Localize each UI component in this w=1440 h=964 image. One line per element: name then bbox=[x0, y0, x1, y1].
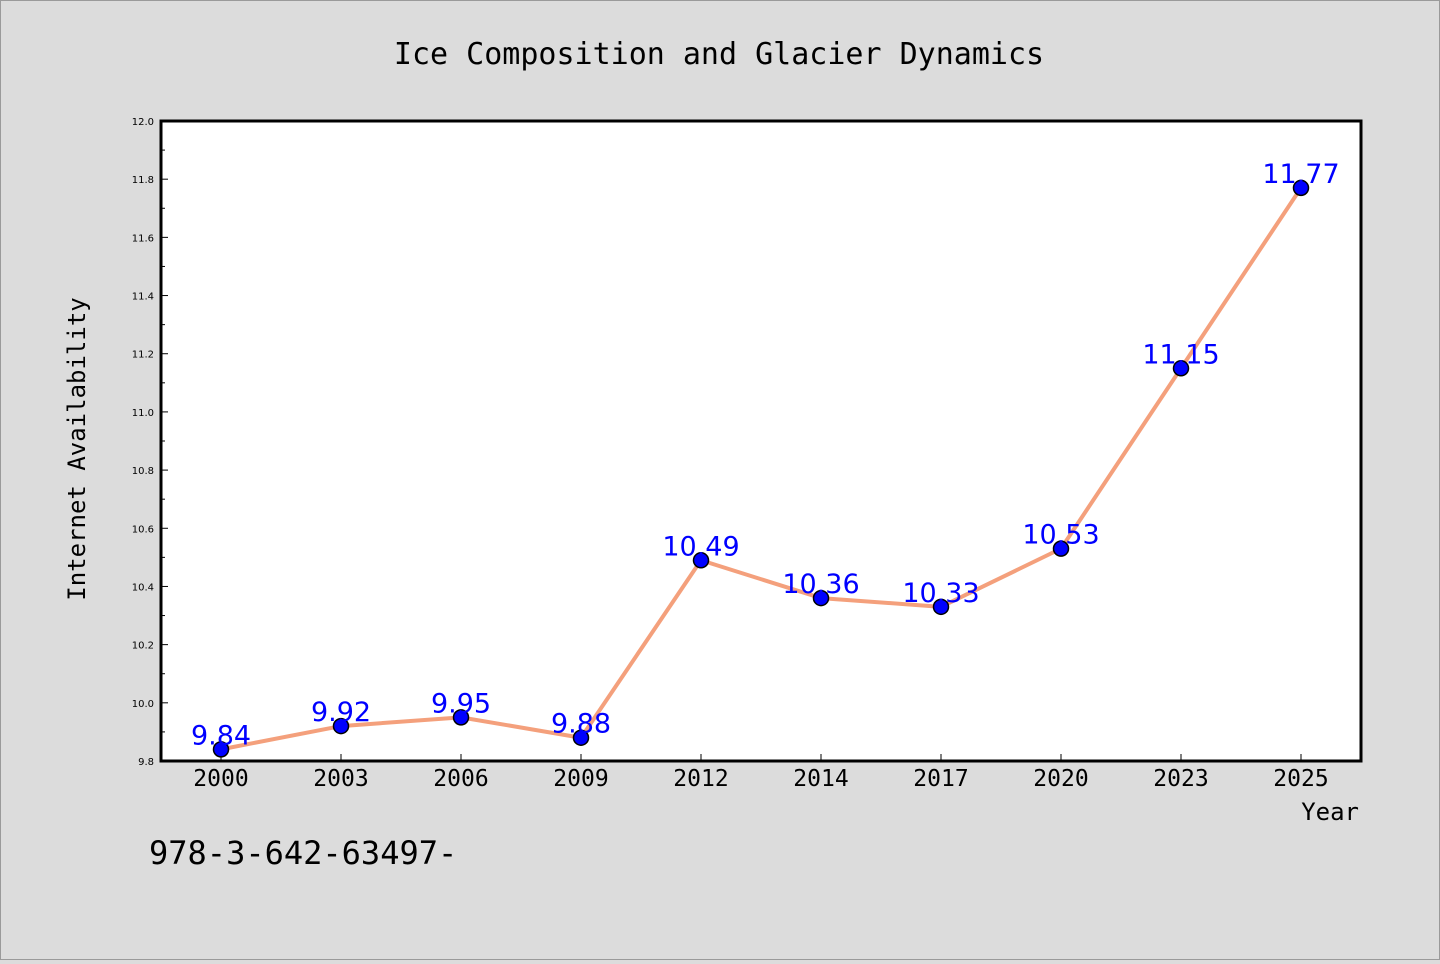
data-label: 10.33 bbox=[902, 578, 979, 609]
y-tick-label: 11.2 bbox=[132, 350, 154, 361]
data-label: 9.95 bbox=[431, 688, 491, 719]
y-tick-label: 10.2 bbox=[132, 641, 154, 652]
y-tick-label: 11.6 bbox=[132, 233, 154, 244]
x-tick-label: 2012 bbox=[673, 766, 728, 792]
series-line bbox=[219, 185, 1303, 752]
data-label: 10.53 bbox=[1022, 520, 1099, 551]
data-point-marker bbox=[1172, 360, 1190, 377]
x-tick-label: 2000 bbox=[193, 766, 248, 792]
x-tick-label: 2025 bbox=[1273, 766, 1328, 792]
y-tick-label: 11.8 bbox=[132, 175, 154, 186]
x-tick-label: 2020 bbox=[1033, 766, 1088, 792]
data-label: 11.77 bbox=[1262, 159, 1339, 190]
data-label: 9.84 bbox=[191, 720, 251, 751]
data-label: 10.36 bbox=[782, 569, 859, 600]
x-tick-label: 2017 bbox=[913, 766, 968, 792]
x-tick-label: 2009 bbox=[553, 766, 608, 792]
y-tick-label: 10.4 bbox=[132, 582, 154, 593]
data-point-marker bbox=[452, 709, 470, 726]
data-labels: 9.84 9.92 9.95 9.88 10.49 10.36 10.33 10.53 11.1… bbox=[191, 159, 1340, 751]
data-label: 9.92 bbox=[311, 697, 371, 728]
data-label: 11.15 bbox=[1142, 339, 1219, 370]
y-tick-label: 11.4 bbox=[132, 292, 154, 303]
data-point-marker bbox=[212, 741, 230, 758]
y-tick-label: 11.0 bbox=[132, 408, 154, 419]
x-tick-label: 2023 bbox=[1153, 766, 1208, 792]
chart-title: Ice Composition and Glacier Dynamics bbox=[394, 37, 1044, 72]
y-tick-label: 10.6 bbox=[132, 524, 154, 535]
x-tick-label: 2003 bbox=[313, 766, 368, 792]
footer-code: 978-3-642-63497- bbox=[149, 834, 457, 872]
y-axis-ticks: 9.8 10.0 10.2 10.4 10.6 10.8 11.0 11.2 11.4 11.6 1… bbox=[132, 117, 168, 768]
x-axis-ticks: 2000 2003 2006 2009 2012 2014 2017 2020 2023 2025 bbox=[193, 754, 1329, 792]
data-point-marker bbox=[812, 589, 830, 607]
data-label: 9.88 bbox=[551, 709, 611, 740]
y-axis-label: Internet Availability bbox=[63, 297, 91, 600]
data-point-marker bbox=[1292, 179, 1310, 197]
x-axis-label: Year bbox=[1301, 798, 1359, 826]
x-tick-label: 2006 bbox=[433, 766, 488, 792]
y-tick-label: 9.8 bbox=[138, 757, 154, 768]
data-label: 10.49 bbox=[662, 531, 739, 562]
data-point-marker bbox=[572, 729, 590, 746]
data-point-marker bbox=[332, 717, 350, 735]
plot-frame bbox=[159, 119, 1363, 763]
data-point-marker bbox=[932, 598, 950, 616]
x-tick-label: 2014 bbox=[793, 766, 848, 792]
data-markers bbox=[212, 179, 1310, 758]
y-tick-label: 10.0 bbox=[132, 699, 154, 710]
data-point-marker bbox=[692, 552, 710, 569]
y-tick-label: 12.0 bbox=[132, 117, 154, 128]
data-point-marker bbox=[1052, 540, 1070, 557]
y-tick-label: 10.8 bbox=[132, 466, 154, 477]
plot-area bbox=[161, 121, 1361, 761]
